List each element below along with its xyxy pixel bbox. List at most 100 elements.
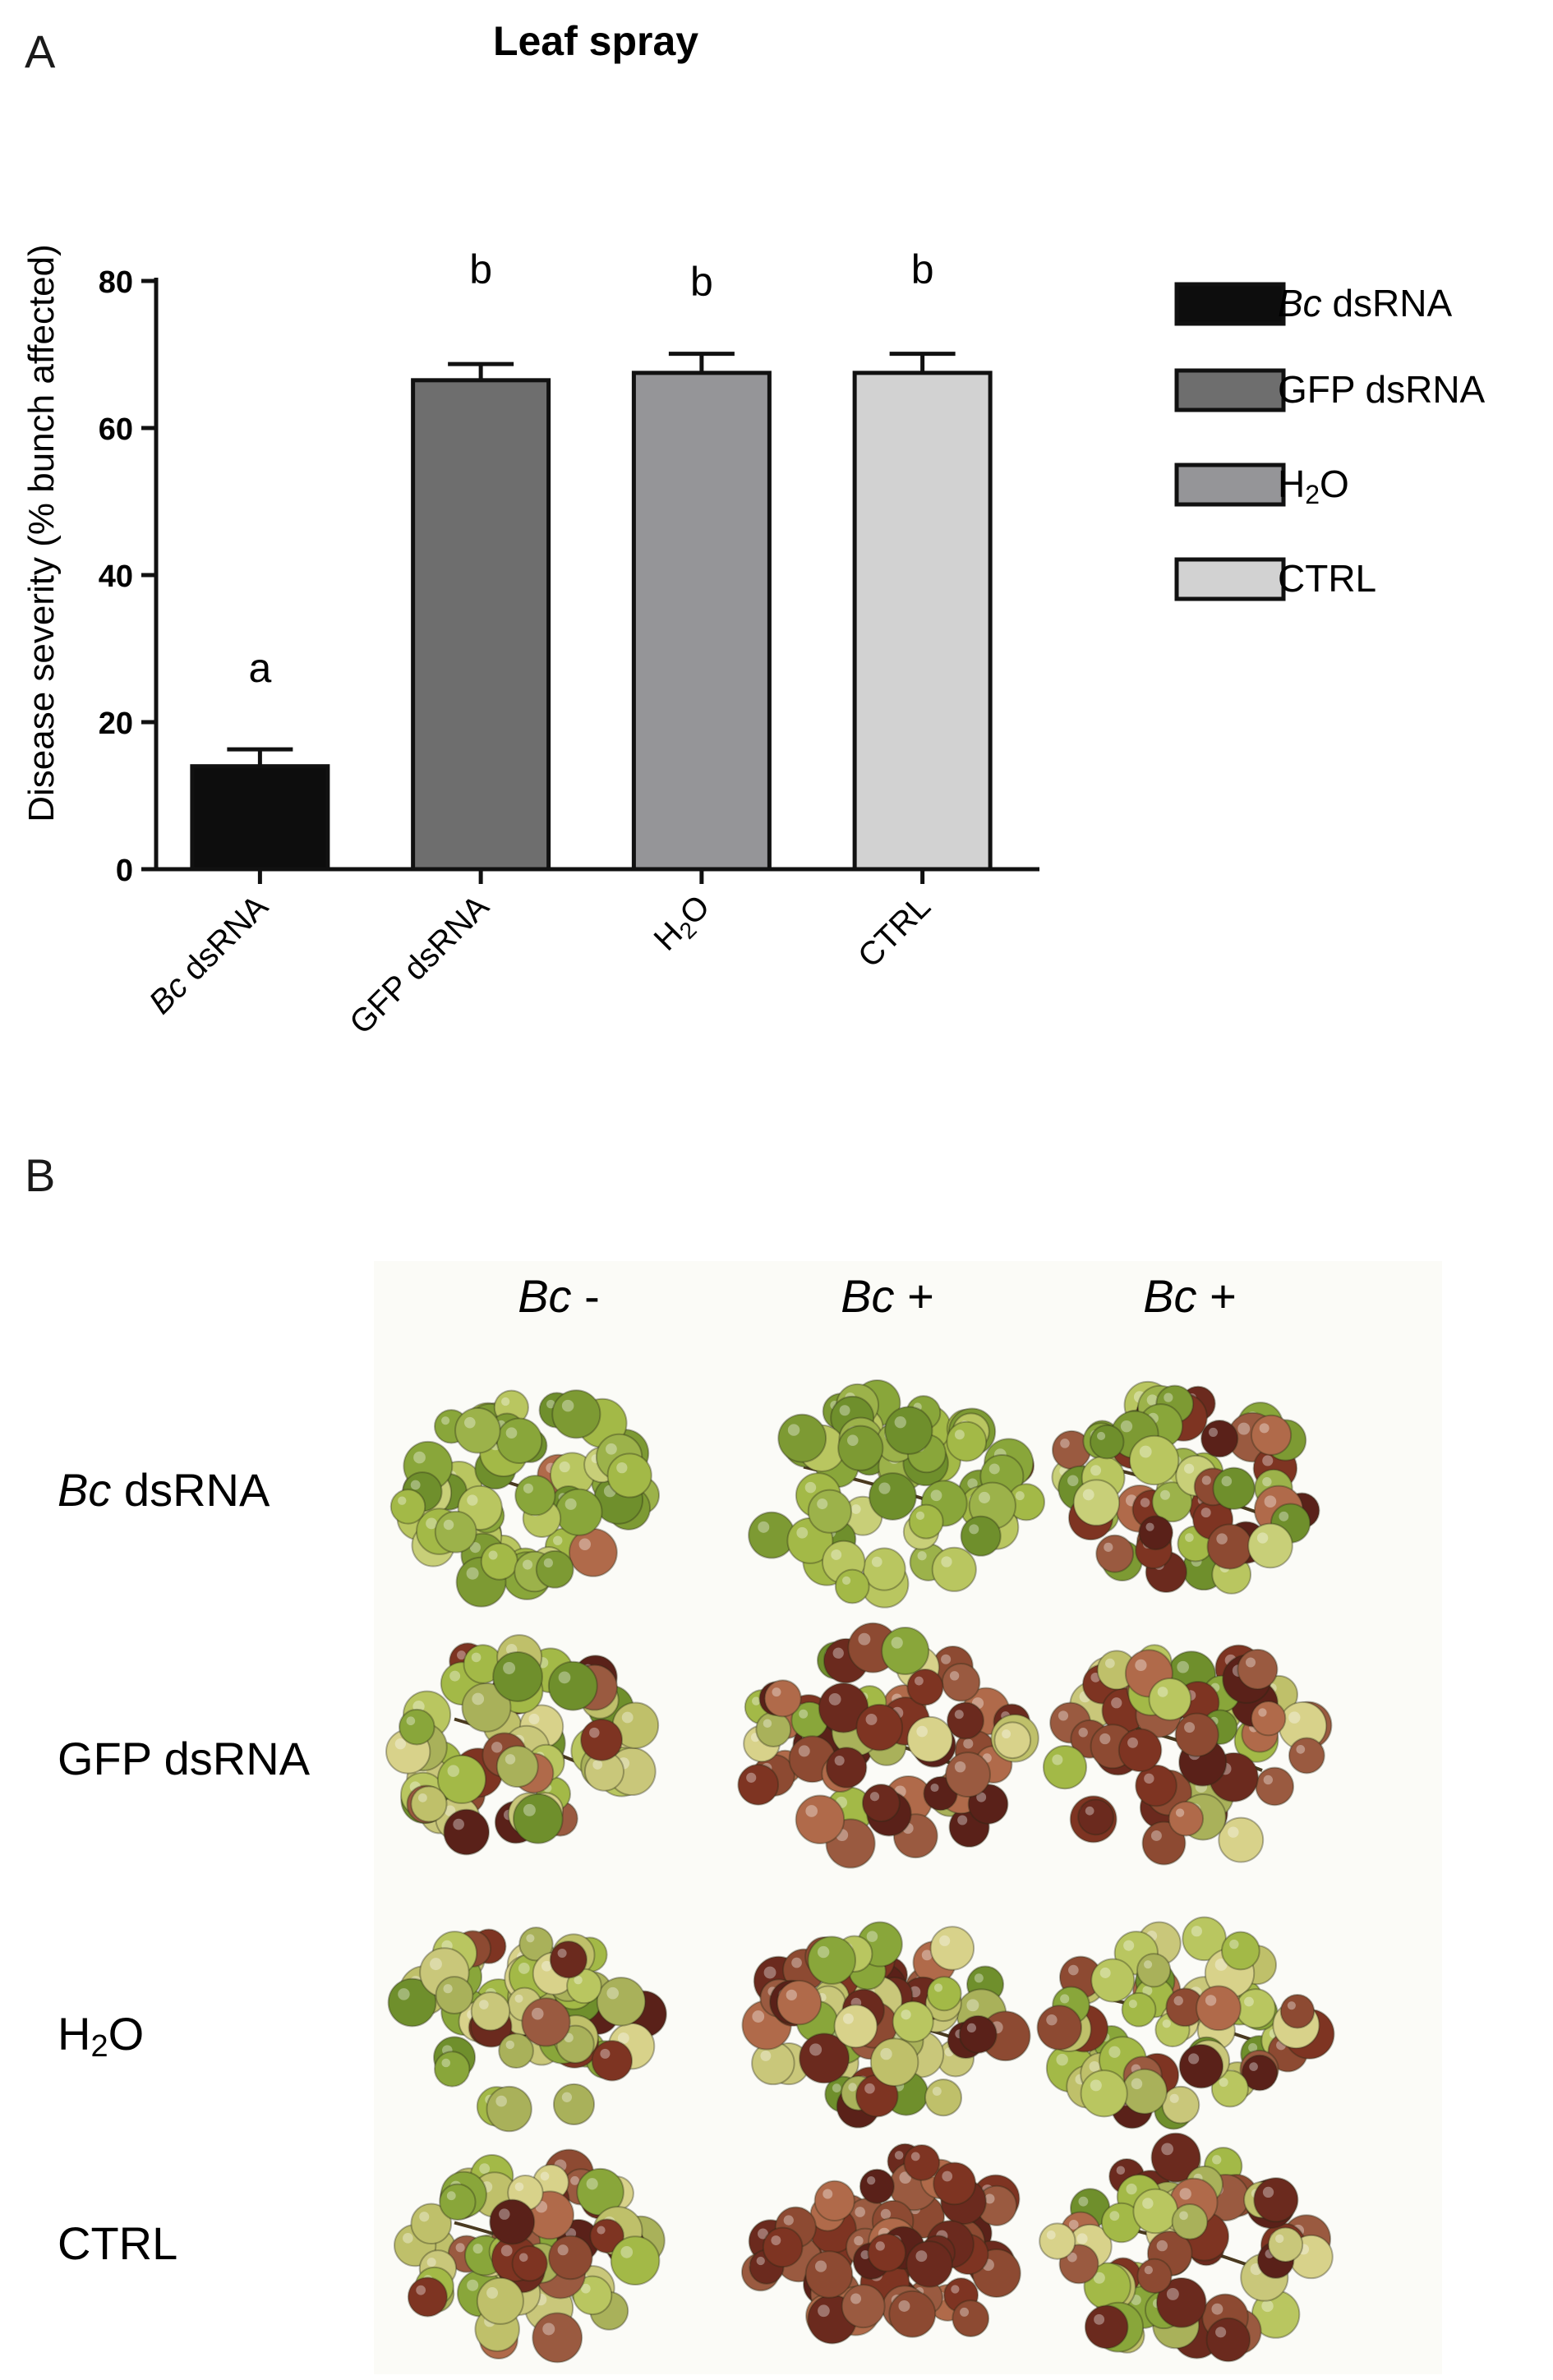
y-tick-label: 60 <box>99 412 133 447</box>
grape-berry <box>952 2299 990 2337</box>
grape-highlight <box>523 1483 533 1494</box>
grape-highlight <box>1200 1508 1211 1518</box>
grape-highlight <box>1096 1431 1106 1441</box>
grape-highlight <box>1264 1495 1277 1508</box>
grape-berry <box>1080 2069 1128 2118</box>
grape-highlight <box>1099 1967 1111 1978</box>
y-tick-label: 40 <box>99 559 133 594</box>
panel-a-letter: A <box>25 25 56 77</box>
grape-highlight <box>832 2083 841 2092</box>
grape-highlight <box>540 2171 550 2181</box>
grape-berry <box>591 2040 634 2082</box>
grape-berry <box>399 1708 435 1746</box>
grape-highlight <box>1201 1475 1211 1485</box>
grape-highlight <box>756 2256 765 2266</box>
grape-berry <box>859 2168 895 2204</box>
grape-berry <box>931 1546 977 1592</box>
grape-berry <box>580 1718 623 1761</box>
grape-highlight <box>574 1975 583 1985</box>
grape-highlight <box>514 2182 524 2192</box>
grape-highlight <box>559 1461 570 1473</box>
legend-label: CTRL <box>1278 557 1376 600</box>
grape-highlight <box>771 2235 781 2245</box>
grape-highlight <box>875 2241 885 2251</box>
grape-berry <box>807 1489 852 1534</box>
grape-highlight <box>1173 1996 1183 2006</box>
grape-highlight <box>441 2058 451 2068</box>
grape-berry <box>946 1420 988 1462</box>
grape-highlight <box>565 1498 577 1510</box>
grape-berry <box>737 1764 780 1806</box>
row-label: Bc dsRNA <box>58 1464 270 1516</box>
significance-letter: a <box>248 645 271 691</box>
grape-highlight <box>855 2207 865 2217</box>
grape-berry <box>1235 1988 1276 2029</box>
grape-highlight <box>1229 1939 1239 1950</box>
panel-b-letter: B <box>25 1149 56 1201</box>
grape-bunch <box>389 1389 661 1608</box>
grape-highlight <box>1262 2186 1274 2198</box>
grape-highlight <box>403 2233 413 2244</box>
grape-highlight <box>772 1687 781 1697</box>
grape-highlight <box>561 1399 574 1412</box>
grape-highlight <box>786 1989 797 2000</box>
bar-chart: Leaf spray 0 20 40 60 80 Disease severity (% b… <box>21 18 1039 1041</box>
grape-highlight <box>1060 1439 1070 1448</box>
grape-highlight <box>446 2191 456 2201</box>
grape-berry <box>892 2000 934 2043</box>
significance-letter: b <box>469 246 492 292</box>
grape-berry <box>941 1662 981 1702</box>
grape-highlight <box>471 1652 482 1663</box>
grape-highlight <box>426 1517 438 1530</box>
grape-highlight <box>960 2307 970 2317</box>
grape-berry <box>454 1406 501 1454</box>
grape-berry <box>1042 1745 1088 1790</box>
grape-berry <box>1237 1648 1279 1690</box>
grape-highlight <box>1116 2166 1126 2175</box>
grape-highlight <box>1131 2078 1143 2090</box>
grape-bunch <box>740 2143 1021 2345</box>
grape-highlight <box>1261 2299 1274 2313</box>
legend-label: H2O <box>1278 463 1349 509</box>
legend-swatch <box>1174 368 1286 412</box>
grape-highlight <box>616 1462 628 1474</box>
grape-berry <box>1121 2068 1168 2115</box>
grape-highlight <box>1279 1511 1289 1521</box>
grape-highlight <box>597 2226 606 2235</box>
grape-berry <box>960 1515 1002 1557</box>
grape-berry <box>888 2290 937 2338</box>
grape-highlight <box>1140 1498 1150 1508</box>
grape-berry <box>946 1701 984 1740</box>
grape-highlight <box>915 1676 924 1686</box>
grape-highlight <box>760 2050 772 2061</box>
grape-highlight <box>1177 1660 1189 1673</box>
grape-highlight <box>479 2163 491 2175</box>
grape-highlight <box>963 1738 974 1749</box>
grape-highlight <box>1090 2079 1102 2092</box>
grape-berry <box>1247 1522 1293 1569</box>
grape-berry <box>387 1977 437 2028</box>
grape-berry <box>945 1752 991 1798</box>
grape-highlight <box>505 2040 514 2050</box>
grape-berry <box>884 1406 933 1455</box>
grape-highlight <box>398 1988 410 2000</box>
y-tick-label: 0 <box>116 854 133 888</box>
grape-highlight <box>1089 2061 1100 2072</box>
grape-highlight <box>1262 1476 1272 1487</box>
grape-berry <box>755 1711 792 1748</box>
grape-highlight <box>1288 1711 1301 1724</box>
grape-highlight <box>1046 2230 1056 2240</box>
grape-highlight <box>620 2246 634 2258</box>
grape-highlight <box>413 1451 426 1464</box>
grape-highlight <box>842 2013 854 2024</box>
grape-highlight <box>954 1761 966 1773</box>
grape-highlight <box>1188 2053 1200 2065</box>
grape-highlight <box>847 1434 859 1446</box>
grape-highlight <box>479 2000 489 2009</box>
grape-highlight <box>1205 1995 1217 2006</box>
grape-berry <box>1077 1798 1115 1836</box>
grape-berry <box>535 1549 574 1589</box>
grape-berry <box>498 2032 534 2069</box>
grape-highlight <box>472 2244 483 2254</box>
grape-bunch <box>737 1622 1039 1869</box>
